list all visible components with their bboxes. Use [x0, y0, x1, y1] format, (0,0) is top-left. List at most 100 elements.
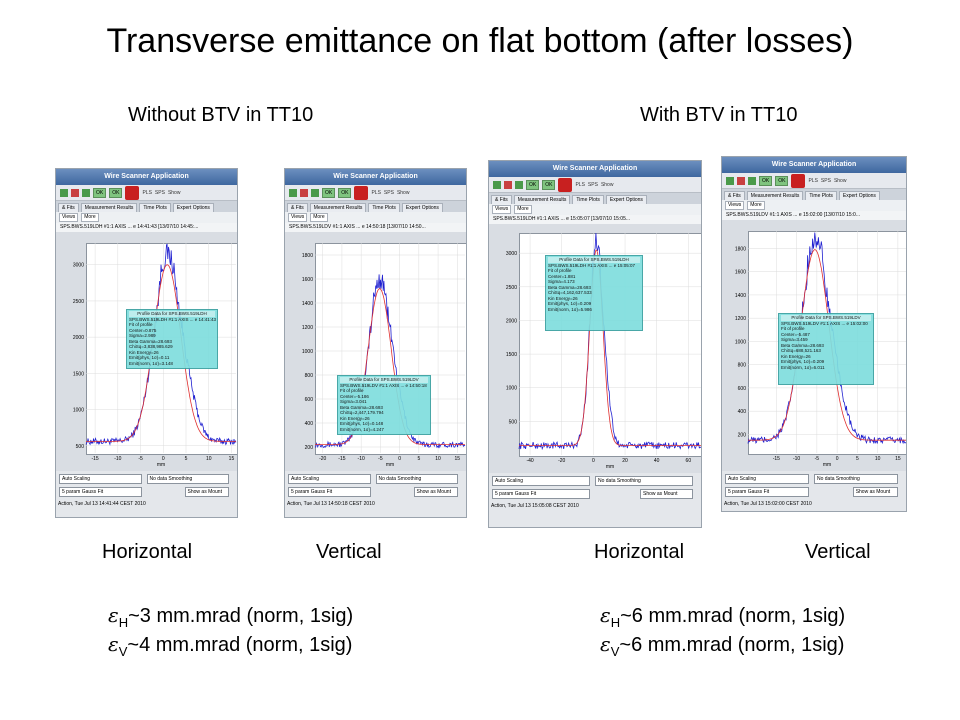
tab-1[interactable]: Measurement Results [746, 191, 804, 200]
pls-selector[interactable]: PLS [371, 189, 381, 196]
fit-select[interactable]: 5 param Gauss Fit [59, 487, 142, 497]
ok-button-2[interactable]: OK [338, 187, 352, 198]
grid-icon[interactable] [311, 188, 319, 197]
wire-scan-icon[interactable] [125, 185, 140, 200]
y-tick-label: 800 [738, 363, 747, 369]
ok-button-1[interactable]: OK [322, 187, 336, 198]
pls-selector[interactable]: PLS [808, 177, 818, 184]
epsilon-symbol: ε [600, 603, 611, 627]
scaling-select[interactable]: Auto Scaling [59, 474, 142, 484]
wire-scan-icon[interactable] [354, 185, 369, 200]
tab-2[interactable]: Time Plots [805, 191, 837, 200]
grid-icon[interactable] [515, 180, 523, 189]
x-tick-label: 10 [875, 456, 881, 462]
views-button[interactable]: Views [492, 205, 512, 214]
grid-icon[interactable] [82, 188, 90, 197]
tab-1[interactable]: Measurement Results [513, 195, 571, 204]
ok-button-1[interactable]: OK [93, 187, 107, 198]
wire-scanner-screenshot-v-with-btv: Wire Scanner Application OK OK PLS SPS Show & … [721, 156, 907, 512]
x-tick-label: -20 [319, 456, 326, 462]
x-tick-label: -15 [338, 456, 345, 462]
sps-selector[interactable]: SPS [154, 189, 165, 196]
show-button[interactable]: Show [167, 189, 181, 196]
emittance-subscript: H [610, 615, 621, 630]
fit-results-legend: Profile Data for SPS.BWS.519LDH SPS.BWS.5… [126, 309, 218, 369]
green-status-icon[interactable] [726, 176, 734, 185]
grid-icon[interactable] [748, 176, 756, 185]
red-status-icon[interactable] [300, 188, 308, 197]
tab-2[interactable]: Time Plots [572, 195, 604, 204]
sps-selector[interactable]: SPS [820, 177, 831, 184]
x-tick-label: 15 [895, 456, 901, 462]
legend-line: Center=-5.186 [340, 393, 369, 399]
smoothing-select[interactable]: No data Smoothing [146, 474, 229, 484]
ok-button-1[interactable]: OK [526, 179, 540, 190]
scaling-select[interactable]: Auto Scaling [725, 474, 809, 484]
tab-0[interactable]: & Fits [491, 195, 512, 204]
tab-3[interactable]: Expert Options [605, 195, 647, 204]
green-status-icon[interactable] [289, 188, 297, 197]
smoothing-select[interactable]: No data Smoothing [595, 476, 693, 486]
fit-select[interactable]: 5 param Gauss Fit [288, 487, 371, 497]
tab-0[interactable]: & Fits [58, 203, 79, 212]
emittance-h-left: εH~3 mm.mrad (norm, 1sig) [108, 603, 353, 630]
tab-2[interactable]: Time Plots [368, 203, 400, 212]
show-as-button[interactable]: Show as Mount [413, 487, 458, 497]
fit-select[interactable]: 5 param Gauss Fit [492, 489, 590, 499]
tab-1[interactable]: Measurement Results [80, 203, 138, 212]
pls-selector[interactable]: PLS [575, 181, 585, 188]
sps-selector[interactable]: SPS [587, 181, 598, 188]
smoothing-select[interactable]: No data Smoothing [375, 474, 458, 484]
sps-selector[interactable]: SPS [383, 189, 394, 196]
legend-line: Kin Energy=26 [340, 415, 370, 421]
y-tick-label: 1600 [735, 270, 746, 276]
show-button[interactable]: Show [833, 177, 847, 184]
more-button[interactable]: More [747, 201, 765, 210]
emittance-subscript: V [118, 644, 128, 659]
green-status-icon[interactable] [493, 180, 501, 189]
scaling-select[interactable]: Auto Scaling [288, 474, 371, 484]
legend-line: ChiSq=688,521.163 [781, 348, 821, 353]
legend-line: Fit of profile [129, 322, 153, 327]
views-button[interactable]: Views [59, 213, 79, 222]
more-button[interactable]: More [514, 205, 532, 214]
tab-1[interactable]: Measurement Results [309, 203, 367, 212]
red-status-icon[interactable] [71, 188, 79, 197]
show-as-button[interactable]: Show as Mount [852, 487, 898, 497]
y-tick-label: 500 [509, 419, 518, 425]
show-button[interactable]: Show [600, 181, 614, 188]
wire-scan-icon[interactable] [791, 173, 806, 188]
show-button[interactable]: Show [396, 189, 410, 196]
red-status-icon[interactable] [737, 176, 745, 185]
ok-button-2[interactable]: OK [775, 175, 789, 186]
more-button[interactable]: More [81, 213, 99, 222]
scaling-select[interactable]: Auto Scaling [492, 476, 590, 486]
x-tick-label: 15 [229, 456, 235, 462]
ok-button-2[interactable]: OK [109, 187, 123, 198]
ok-button-1[interactable]: OK [759, 175, 773, 186]
tab-0[interactable]: & Fits [724, 191, 745, 200]
tab-0[interactable]: & Fits [287, 203, 308, 212]
tab-2[interactable]: Time Plots [139, 203, 171, 212]
tab-3[interactable]: Expert Options [838, 191, 880, 200]
tab-3[interactable]: Expert Options [172, 203, 214, 212]
wire-scan-icon[interactable] [558, 177, 573, 192]
views-button[interactable]: Views [288, 213, 308, 222]
pls-selector[interactable]: PLS [142, 189, 152, 196]
views-button[interactable]: Views [725, 201, 745, 210]
ok-button-2[interactable]: OK [542, 179, 556, 190]
more-button[interactable]: More [310, 213, 328, 222]
red-status-icon[interactable] [504, 180, 512, 189]
show-as-button[interactable]: Show as Mount [640, 489, 693, 499]
show-as-button[interactable]: Show as Mount [184, 487, 229, 497]
legend-line: Kin Energy=26 [548, 295, 578, 301]
plot-header: SPS.BWS.519LDH #1:1 AXIS ... e 14:41:43 … [56, 223, 237, 232]
y-tick-label: 2500 [73, 299, 84, 305]
smoothing-select[interactable]: No data Smoothing [814, 474, 898, 484]
fit-select[interactable]: 5 param Gauss Fit [725, 487, 809, 497]
fit-results-legend: Profile Data for SPS.BWS.519LDH SPS.BWS.5… [545, 255, 643, 331]
legend-header: Profile Data for SPS.BWS.519LDV [781, 315, 871, 321]
green-status-icon[interactable] [60, 188, 68, 197]
legend-line: SPS.BWS.519LDH #1:1 AXIS ... e 15:05:07 [548, 262, 636, 268]
tab-3[interactable]: Expert Options [401, 203, 443, 212]
